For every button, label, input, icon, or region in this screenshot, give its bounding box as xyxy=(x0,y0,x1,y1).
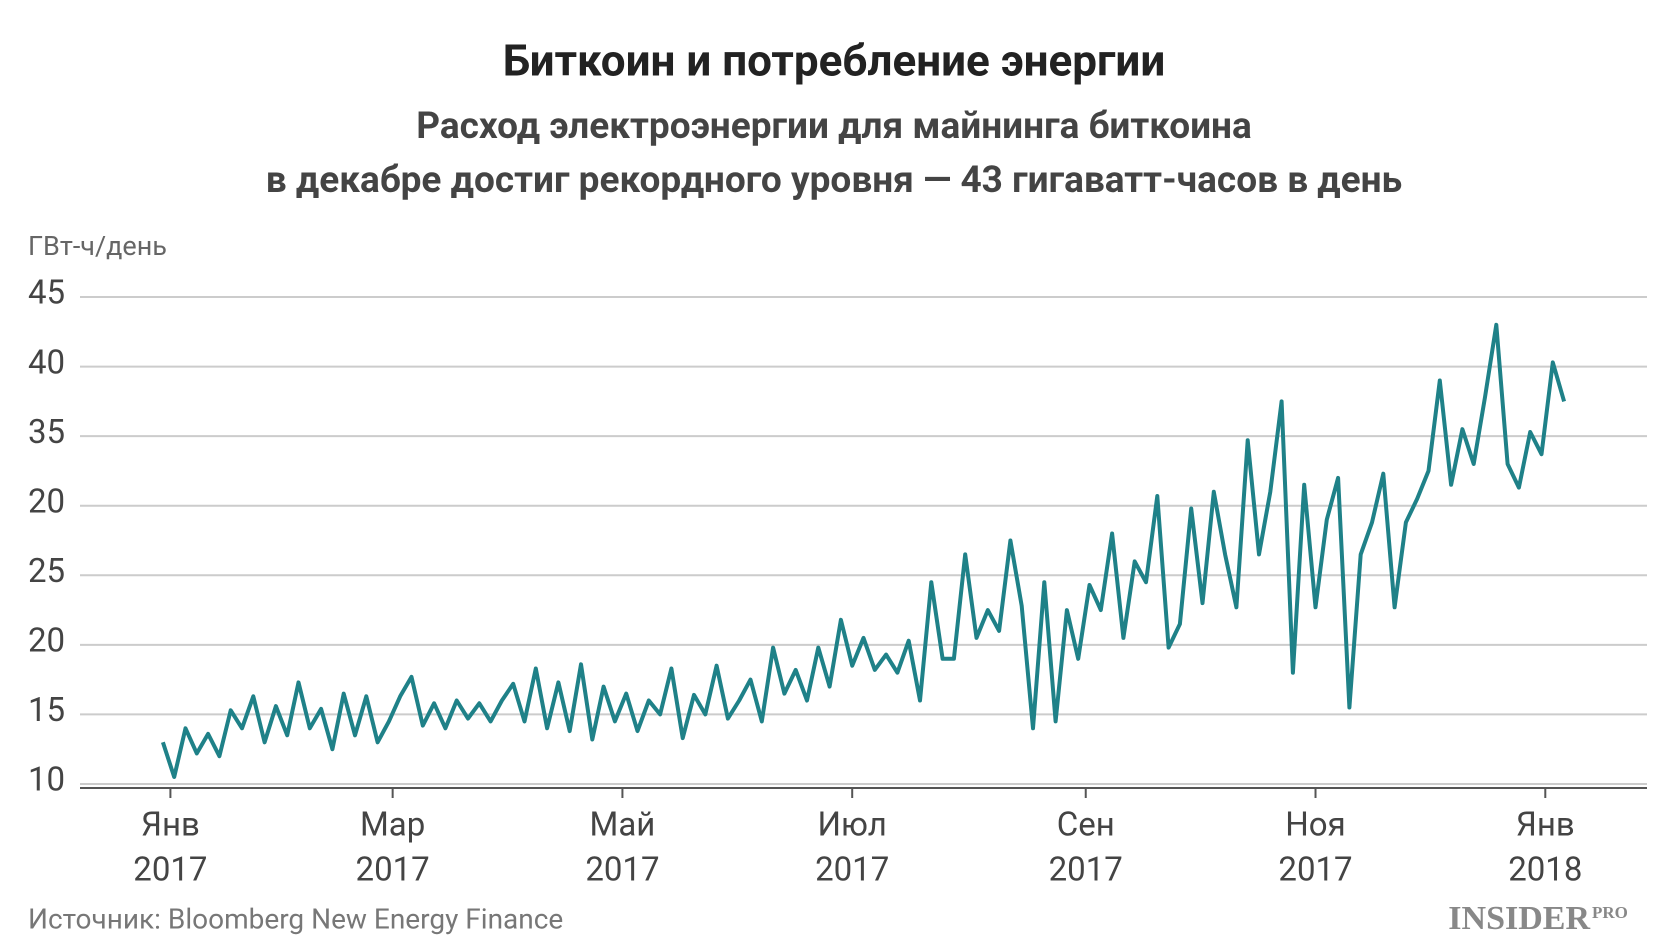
x-tick-label: 2017 xyxy=(585,851,659,890)
x-tick-label: 2017 xyxy=(1049,851,1123,890)
logo: INSIDER xyxy=(1448,900,1590,937)
y-tick-label: 45 xyxy=(28,274,65,313)
y-tick-label: 15 xyxy=(28,691,65,730)
x-tick-label: 2018 xyxy=(1508,851,1582,890)
source: Источник: Bloomberg New Energy Finance xyxy=(28,902,563,935)
x-tick-label: Май xyxy=(590,806,656,845)
y-tick-label: 35 xyxy=(28,413,65,452)
x-tick-label: 2017 xyxy=(1278,851,1352,890)
y-tick-label: 20 xyxy=(28,482,65,521)
data-line xyxy=(160,322,1567,779)
x-tick-label: Июл xyxy=(818,806,887,845)
x-tick-label: Сен xyxy=(1057,806,1115,845)
x-tick-label: Мар xyxy=(360,806,425,845)
chart-title: Биткоин и потребление энергии xyxy=(503,35,1166,87)
logo-suffix: PRO xyxy=(1592,903,1628,922)
chart-subtitle: в декабре достиг рекордного уровня — 43 … xyxy=(266,159,1402,202)
chart-subtitle: Расход электроэнергии для майнинга битко… xyxy=(416,105,1252,148)
x-tick-label: 2017 xyxy=(133,851,207,890)
x-tick-label: Янв xyxy=(1516,806,1575,845)
x-tick-label: Ноя xyxy=(1285,806,1345,845)
y-tick-label: 20 xyxy=(28,622,65,661)
y-tick-label: 10 xyxy=(28,761,65,800)
x-tick-label: Янв xyxy=(141,806,200,845)
y-axis-label: ГВт-ч/день xyxy=(28,230,167,262)
y-tick-label: 40 xyxy=(28,343,65,382)
x-tick-label: 2017 xyxy=(356,851,430,890)
y-tick-label: 25 xyxy=(28,552,65,591)
x-tick-label: 2017 xyxy=(815,851,889,890)
